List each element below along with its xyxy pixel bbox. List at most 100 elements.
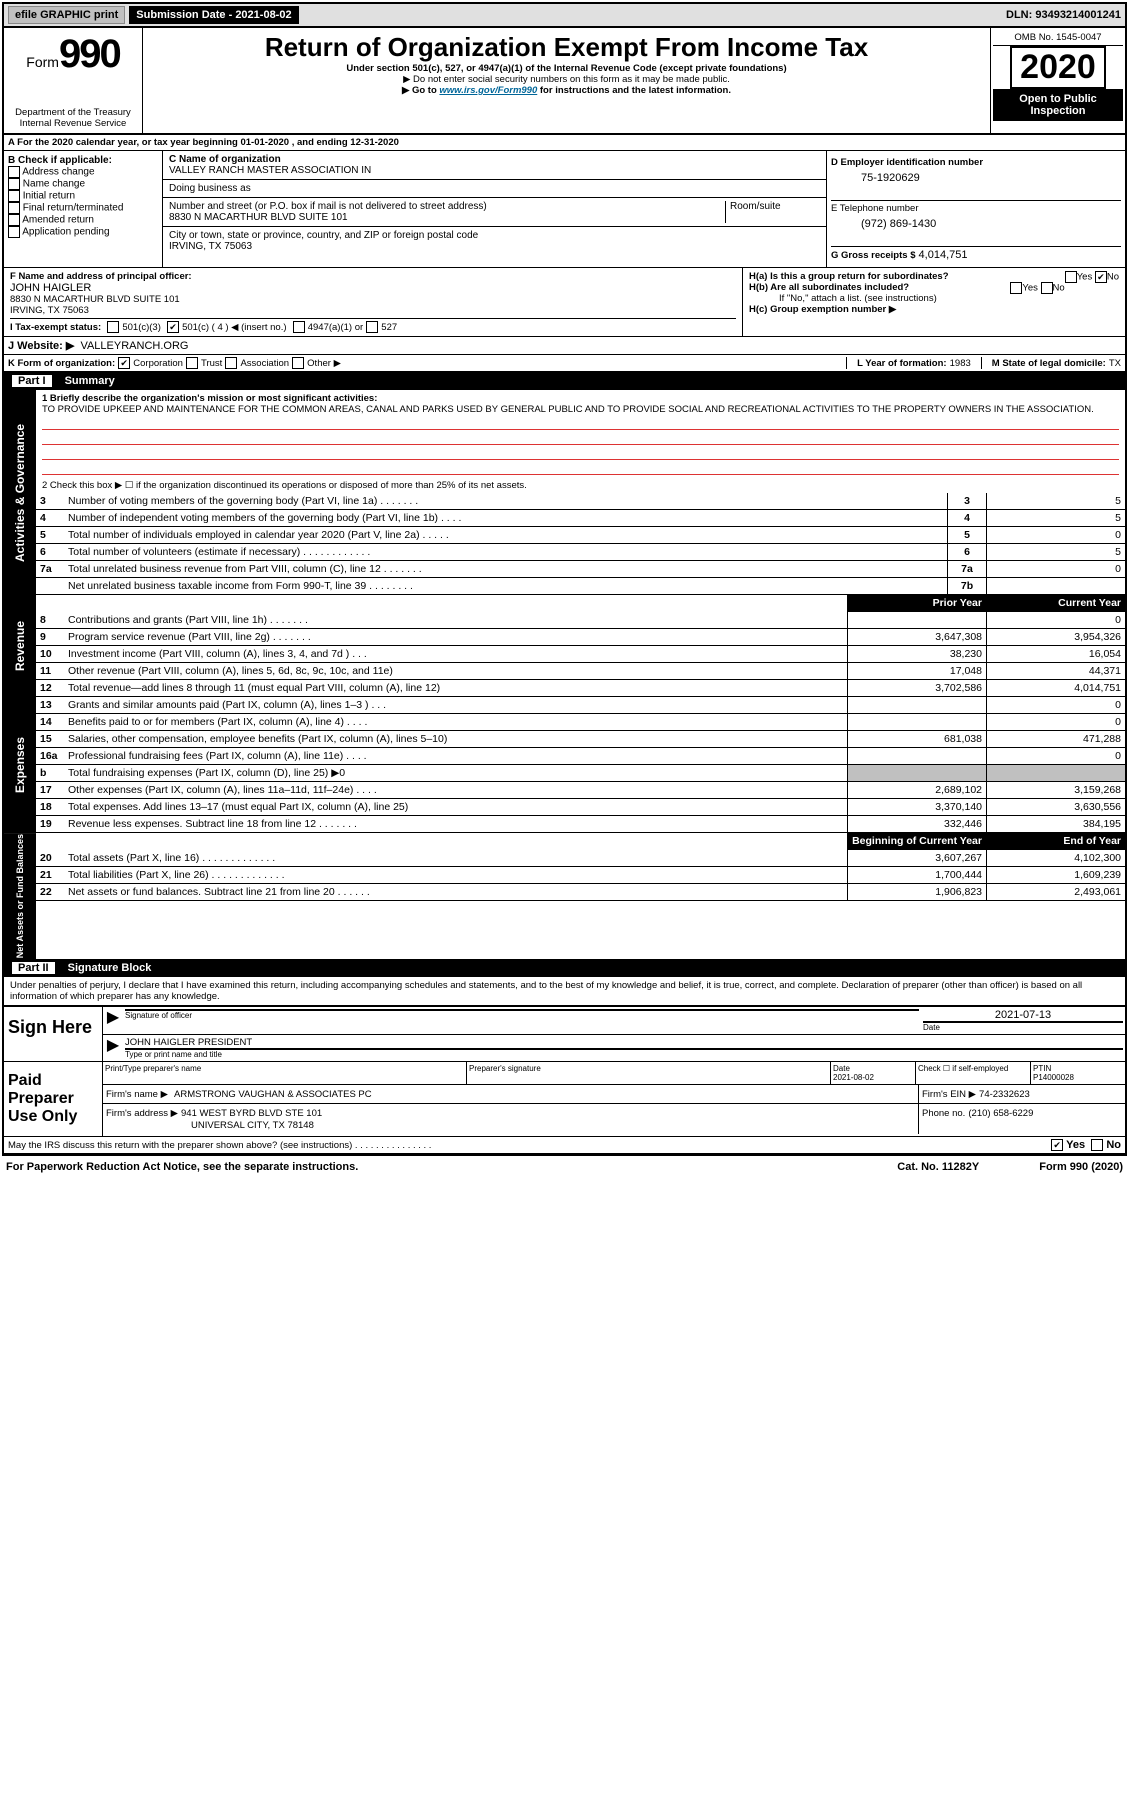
subtitle2: ▶ Do not enter social security numbers o… xyxy=(147,74,986,85)
ptin-value: P14000028 xyxy=(1033,1073,1074,1082)
omb-label: OMB No. 1545-0047 xyxy=(993,30,1123,46)
side-rev: Revenue xyxy=(4,595,36,697)
firm-addr1: 941 WEST BYRD BLVD STE 101 xyxy=(181,1108,322,1119)
firm-ein-label: Firm's EIN ▶ xyxy=(922,1089,976,1100)
subtitle3b: for instructions and the latest informat… xyxy=(537,85,731,96)
ein-value: 75-1920629 xyxy=(831,170,1121,186)
phone-value: (210) 658-6229 xyxy=(968,1108,1033,1119)
box-m-label: M State of legal domicile: xyxy=(992,358,1106,369)
sig-date-label: Date xyxy=(923,1021,1123,1032)
addr-value: 8830 N MACARTHUR BLVD SUITE 101 xyxy=(169,212,348,223)
officer-name-type: JOHN HAIGLER PRESIDENT xyxy=(125,1037,1123,1048)
cb-4947[interactable] xyxy=(293,321,305,333)
lbl-501c3: 501(c)(3) xyxy=(122,322,161,333)
form-header: Form990 Department of the Treasury Inter… xyxy=(4,28,1125,135)
cb-final[interactable] xyxy=(8,202,20,214)
expenses-table: 13Grants and similar amounts paid (Part … xyxy=(36,697,1125,833)
cb-discuss-no[interactable] xyxy=(1091,1139,1103,1151)
sign-here-label: Sign Here xyxy=(4,1007,103,1061)
part-i-exp: Expenses 13Grants and similar amounts pa… xyxy=(4,697,1125,833)
subtitle3a: ▶ Go to xyxy=(402,85,439,96)
cb-name-change[interactable] xyxy=(8,178,20,190)
prep-name-label: Print/Type preparer's name xyxy=(103,1062,467,1084)
tel-label: E Telephone number xyxy=(831,201,1121,216)
gross-label: G Gross receipts $ xyxy=(831,250,915,261)
cb-discuss-yes[interactable] xyxy=(1051,1139,1063,1151)
box-i-label: I Tax-exempt status: xyxy=(10,322,101,333)
cb-pending[interactable] xyxy=(8,226,20,238)
section-fh: F Name and address of principal officer:… xyxy=(4,268,1125,337)
cb-addr-change[interactable] xyxy=(8,166,20,178)
box-b-label: B Check if applicable: xyxy=(8,155,158,166)
prep-date-label: Date xyxy=(833,1064,850,1073)
submission-date-label: Submission Date - 2021-08-02 xyxy=(129,6,298,24)
paid-preparer-label: Paid Preparer Use Only xyxy=(4,1062,103,1136)
form-label: Form xyxy=(26,54,59,70)
cb-other[interactable] xyxy=(292,357,304,369)
lbl-527: 527 xyxy=(381,322,397,333)
efile-label: efile GRAPHIC print xyxy=(8,6,125,24)
lbl-4947: 4947(a)(1) or xyxy=(308,322,363,333)
box-m-val: TX xyxy=(1109,358,1121,369)
cb-hb-yes[interactable] xyxy=(1010,282,1022,294)
cb-501c3[interactable] xyxy=(107,321,119,333)
sig-arrow2-icon: ▶ xyxy=(103,1035,123,1061)
irs-link[interactable]: www.irs.gov/Form990 xyxy=(439,85,537,96)
sig-officer-label: Signature of officer xyxy=(125,1009,919,1020)
firm-addr-label: Firm's address ▶ xyxy=(106,1108,178,1119)
check-self-label: Check ☐ if self-employed xyxy=(916,1062,1031,1084)
q1-text: TO PROVIDE UPKEEP AND MAINTENANCE FOR TH… xyxy=(42,404,1119,415)
part-i-net: Net Assets or Fund Balances Beginning of… xyxy=(4,833,1125,959)
cb-assoc[interactable] xyxy=(225,357,237,369)
cb-ha-yes[interactable] xyxy=(1065,271,1077,283)
box-c: C Name of organization VALLEY RANCH MAST… xyxy=(163,151,827,267)
lbl-corp: Corporation xyxy=(133,358,183,369)
prep-sig-label: Preparer's signature xyxy=(467,1062,831,1084)
footer-right: 990 xyxy=(1070,1161,1088,1173)
governance-table: 3Number of voting members of the governi… xyxy=(36,493,1125,595)
cb-label-5: Application pending xyxy=(22,227,109,238)
website-label: J Website: ▶ xyxy=(8,339,74,352)
cb-corp[interactable] xyxy=(118,357,130,369)
box-l-val: 1983 xyxy=(950,358,971,369)
firm-addr2: UNIVERSAL CITY, TX 78148 xyxy=(106,1120,314,1131)
firm-ein-value: 74-2332623 xyxy=(979,1089,1030,1100)
side-gov: Activities & Governance xyxy=(4,390,36,595)
subtitle1: Under section 501(c), 527, or 4947(a)(1)… xyxy=(147,63,986,74)
cb-hb-no[interactable] xyxy=(1041,282,1053,294)
ha-label: H(a) Is this a group return for subordin… xyxy=(749,271,949,282)
box-b: B Check if applicable: Address change Na… xyxy=(4,151,163,267)
website-value: VALLEYRANCH.ORG xyxy=(80,340,188,352)
net-assets-table: Beginning of Current YearEnd of Year20To… xyxy=(36,833,1125,901)
footer: For Paperwork Reduction Act Notice, see … xyxy=(0,1158,1129,1176)
cb-501c[interactable] xyxy=(167,321,179,333)
box-f-label: F Name and address of principal officer: xyxy=(10,271,736,282)
part-i-label: Part I xyxy=(12,375,52,387)
revenue-table: Prior YearCurrent Year8Contributions and… xyxy=(36,595,1125,697)
no-label: No xyxy=(1106,1139,1121,1151)
cb-527[interactable] xyxy=(366,321,378,333)
hb-label: H(b) Are all subordinates included? xyxy=(749,282,909,293)
form-title: Return of Organization Exempt From Incom… xyxy=(147,32,986,63)
officer-addr2: IRVING, TX 75063 xyxy=(10,305,736,316)
cb-label-1: Name change xyxy=(23,179,85,190)
side-exp: Expenses xyxy=(4,697,36,833)
cb-trust[interactable] xyxy=(186,357,198,369)
inspection-label: Open to Public Inspection xyxy=(993,89,1123,121)
row-a: A For the 2020 calendar year, or tax yea… xyxy=(4,135,1125,151)
cb-amended[interactable] xyxy=(8,214,20,226)
form-container: efile GRAPHIC print Submission Date - 20… xyxy=(2,2,1127,1156)
part-ii-title: Signature Block xyxy=(68,962,152,974)
officer-name-label: Type or print name and title xyxy=(125,1048,1123,1059)
tel-value: (972) 869-1430 xyxy=(831,216,1121,232)
cb-label-4: Amended return xyxy=(22,215,94,226)
sig-arrow-icon: ▶ xyxy=(103,1007,123,1034)
cb-ha-no[interactable] xyxy=(1095,271,1107,283)
officer-addr1: 8830 N MACARTHUR BLVD SUITE 101 xyxy=(10,294,736,305)
cb-initial[interactable] xyxy=(8,190,20,202)
lbl-assoc: Association xyxy=(240,358,289,369)
part-ii-label: Part II xyxy=(12,962,55,974)
firm-name-label: Firm's name ▶ xyxy=(106,1089,168,1100)
hc-label: H(c) Group exemption number ▶ xyxy=(749,304,1119,315)
form-number: 990 xyxy=(59,32,120,76)
